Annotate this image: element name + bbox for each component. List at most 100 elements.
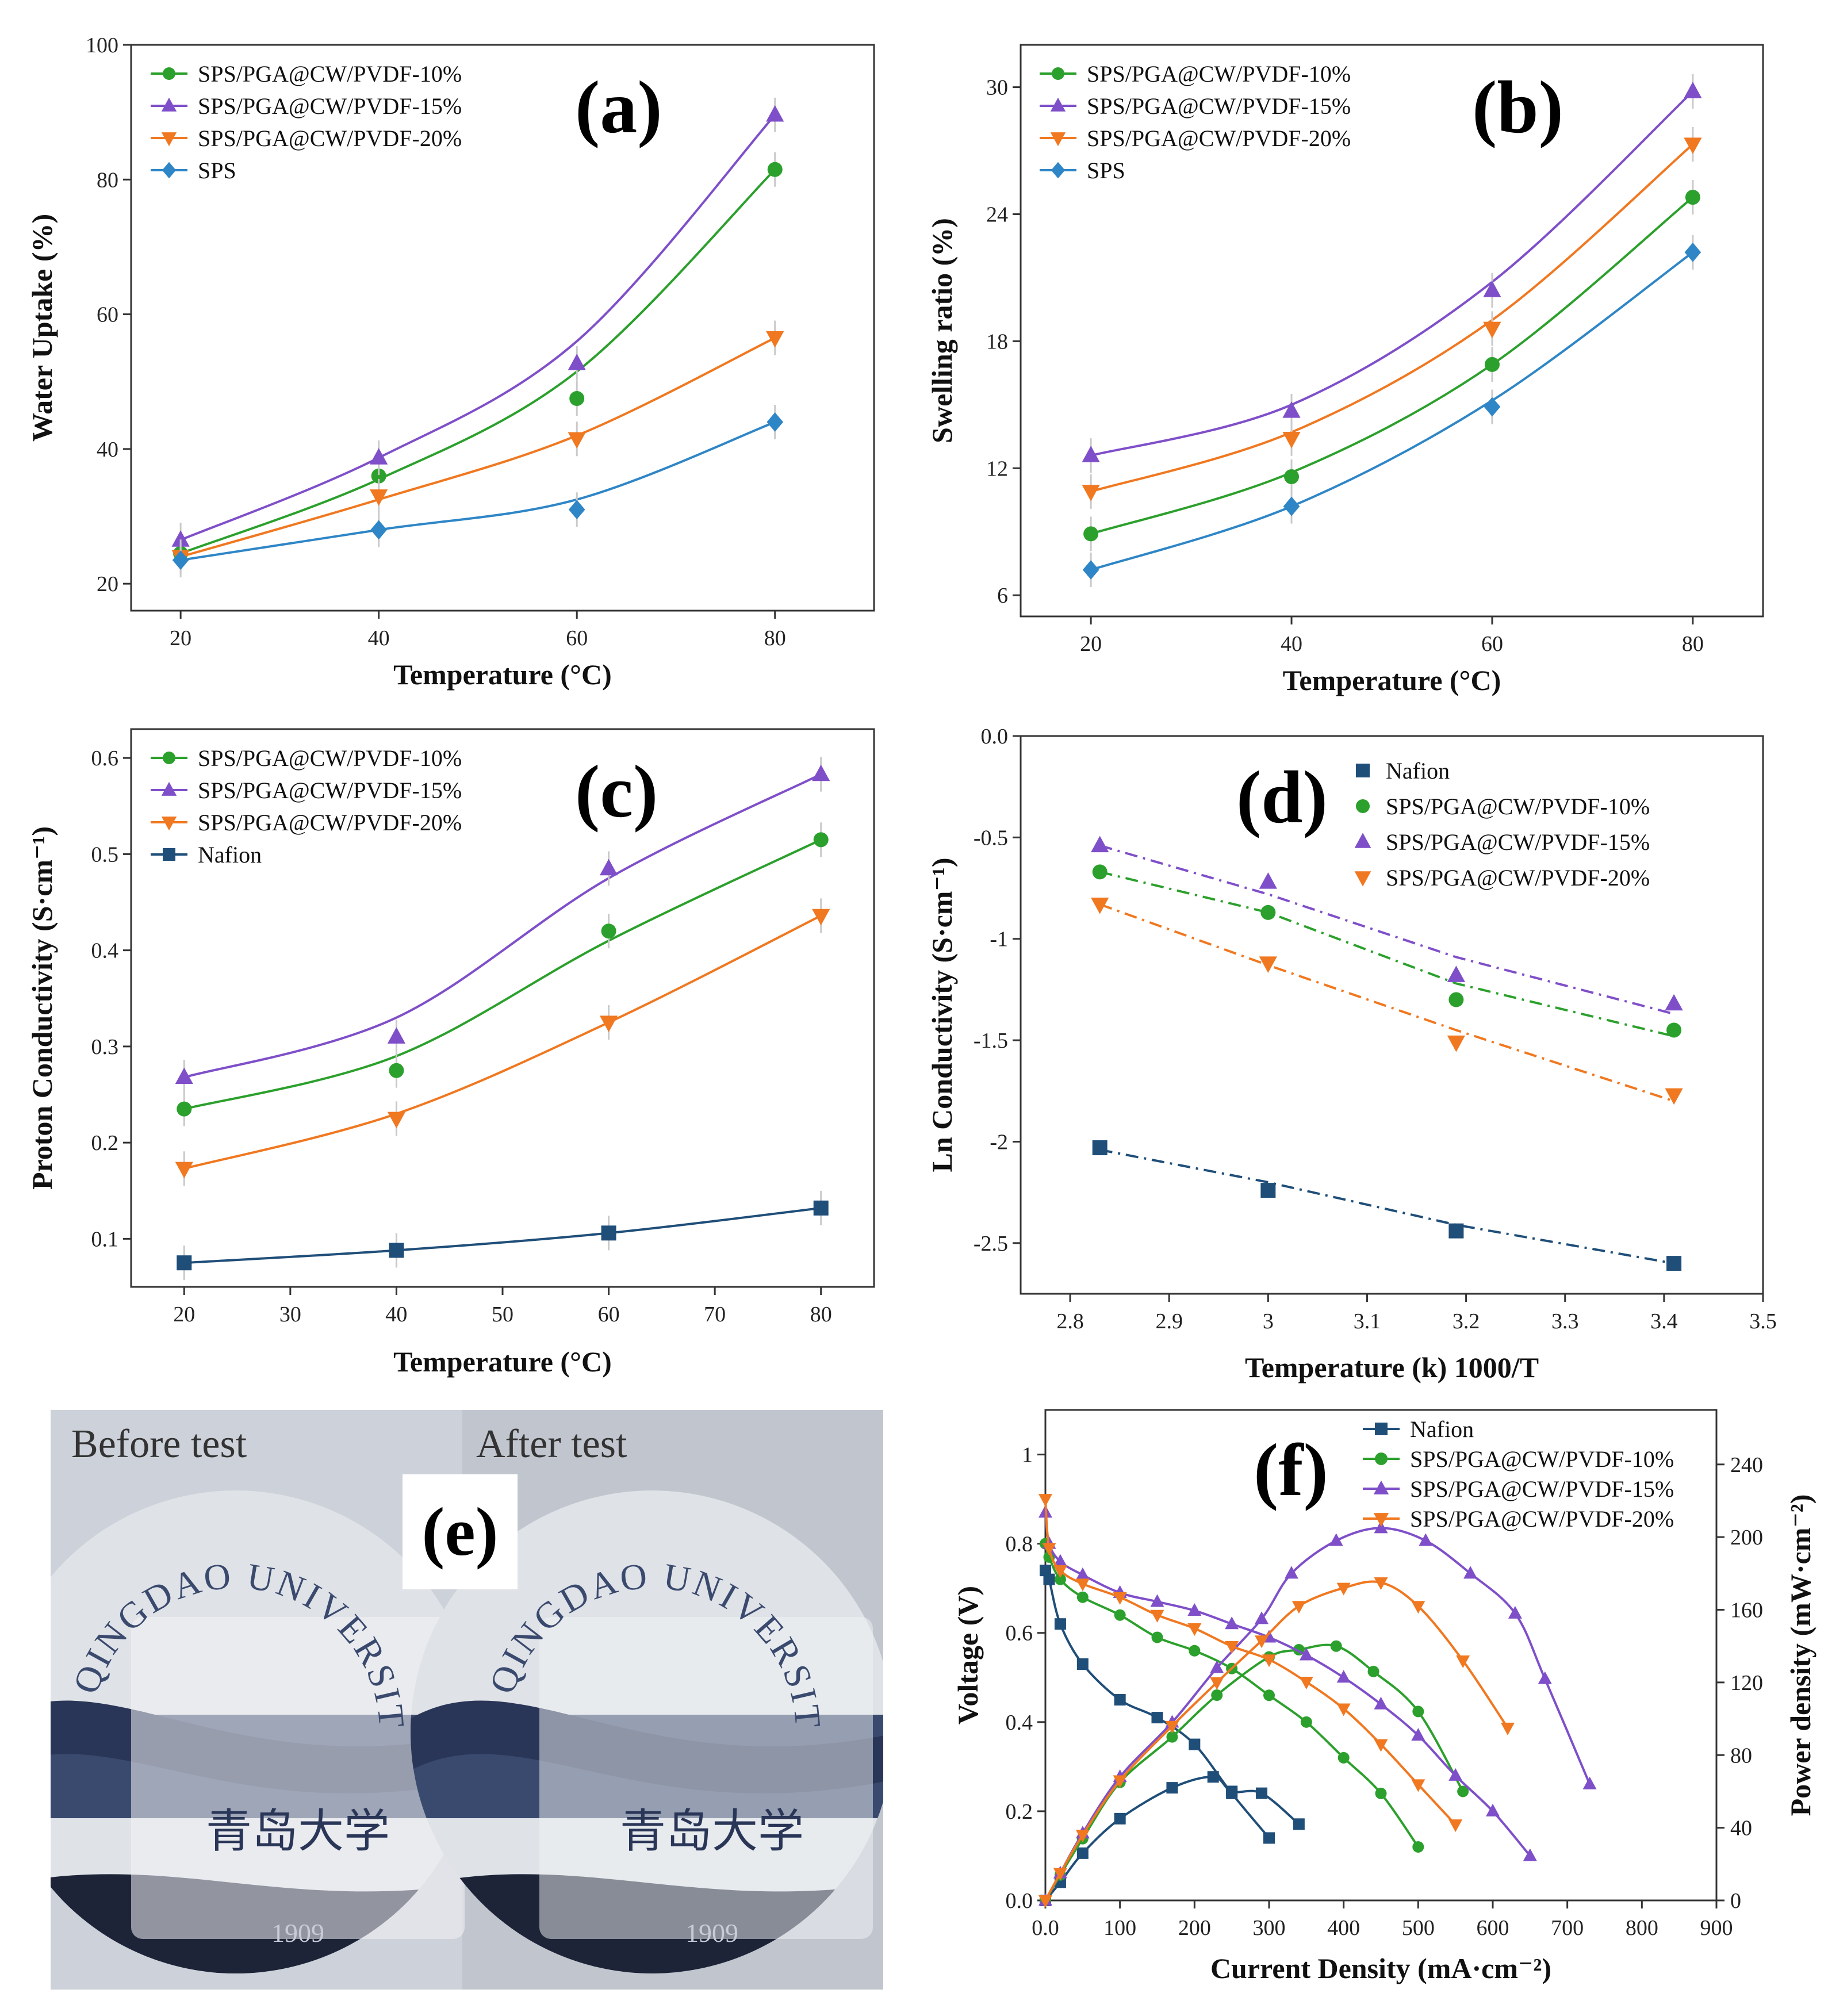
y2-tick-label: 160 [1730,1599,1763,1623]
data-point [1091,835,1109,853]
x-tick-label: 100 [1103,1916,1136,1940]
data-point [1092,1140,1107,1156]
data-point [599,858,618,876]
y-tick-label: 0.0 [1006,1889,1033,1913]
legend-label: SPS/PGA@CW/PVDF-15% [198,777,462,803]
data-point [1665,994,1683,1011]
data-point [1684,82,1702,98]
x-tick-label: 300 [1253,1916,1286,1940]
data-point [370,489,388,506]
legend: Nafion SPS/PGA@CW/PVDF-10% SPS/PGA@CW/PVDF… [1363,1416,1674,1532]
series-4 [1038,1494,1515,1908]
legend-label: SPS/PGA@CW/PVDF-20% [1386,865,1650,891]
power-point [1075,1830,1090,1843]
chart-panel-2: 20 40 60 80 6 12 18 24 30 Temperature (°C) Swellin… [926,44,1764,696]
data-point [371,468,386,484]
fit-line [1099,844,1674,1015]
membrane-after [539,1617,873,1939]
voltage-point [1336,1670,1351,1683]
data-point [1447,1035,1465,1052]
data-point [389,1063,404,1078]
chart-panel-5: 0.0 100 200 300 400 500 600 700 800 9000.00.20.40… [952,1409,1816,1984]
fit-line [1099,1148,1674,1265]
data-point [569,391,585,406]
x-tick-label: 70 [704,1302,726,1327]
power-point [1292,1601,1306,1614]
legend-item: SPS/PGA@CW/PVDF-20% [1040,125,1351,151]
power-point [1210,1677,1224,1690]
power-point [1165,1720,1179,1734]
series-2 [171,97,784,557]
series-3 [171,320,784,574]
legend-label: SPS/PGA@CW/PVDF-10% [1087,61,1351,87]
data-point [389,1243,404,1258]
x-tick-label: 60 [598,1302,620,1327]
power-point [1226,1785,1238,1797]
y2-axis-label: Power density (mW·cm⁻²) [1784,1494,1816,1816]
voltage-point [1054,1573,1066,1585]
panel-label: (d) [1236,756,1328,839]
data-point [1282,432,1301,449]
fit-line [1099,871,1674,1037]
y-tick-label: 80 [97,168,118,192]
legend-label: Nafion [1410,1416,1474,1442]
y-tick-label: 12 [986,457,1008,481]
power-curve [1044,1527,1591,1901]
x-axis-label: Temperature (k) 1000/T [1245,1351,1539,1383]
fit-curve [1090,251,1694,571]
data-point [1284,469,1300,485]
power-point [1419,1533,1433,1546]
y-tick-label: 0.2 [1006,1800,1033,1824]
data-point [1259,872,1277,889]
legend-label: SPS [198,158,236,183]
legend-item: SPS/PGA@CW/PVDF-10% [1356,794,1650,819]
fit-curve [1090,196,1694,535]
y2-tick-label: 200 [1730,1526,1763,1550]
plot-frame [1020,44,1764,618]
power-point [1076,1847,1089,1859]
series-2 [1082,74,1702,473]
panel-e-photo: QINGDAO UNIVERSITY 青岛大学 1909 QINGDAO UNI… [51,1410,883,1990]
series-1 [1083,180,1700,551]
legend-item: SPS/PGA@CW/PVDF-20% [151,810,462,835]
voltage-point [1114,1609,1126,1621]
data-point [1684,137,1702,154]
y-tick-label: 0.3 [91,1035,119,1059]
y-axis-label: Swelling ratio (%) [926,218,958,443]
legend-label: SPS/PGA@CW/PVDF-10% [198,61,462,87]
legend-item: SPS/PGA@CW/PVDF-10% [151,61,462,87]
legend: Nafion SPS/PGA@CW/PVDF-10% SPS/PGA@CW/PVDF… [1354,758,1650,891]
data-point [767,162,783,177]
data-point [1082,560,1099,580]
chart-panel-4: 2.8 2.9 3 3.1 3.2 3.3 3.4 3.5 0.0 -0.5 -1 -1.5 -2 -2.… [926,725,1777,1383]
series-1 [177,822,829,1126]
seal-year-after: 1909 [685,1918,738,1948]
legend-marker [1356,764,1370,777]
data-point [370,448,388,465]
y-tick-label: 0.2 [91,1131,119,1155]
data-point [1082,446,1100,462]
x-tick-label: 20 [1080,632,1102,656]
legend-item: SPS/PGA@CW/PVDF-10% [1040,61,1351,87]
x-tick-label: 900 [1700,1916,1733,1940]
legend-item: SPS [1040,158,1125,183]
power-point [1374,1520,1388,1534]
x-axis-label: Current Density (mA·cm⁻²) [1210,1952,1551,1984]
power-point [1330,1640,1342,1652]
legend-marker [161,817,177,831]
voltage-point [1075,1567,1090,1580]
fit-curve [183,914,822,1170]
x-tick-label: 40 [1281,632,1302,656]
chart-panel-1: 20 40 60 80 20 40 60 80 100 Temperature (°C) Water… [26,33,875,691]
caption-after-test: After test [476,1422,627,1466]
y-tick-label: 20 [97,572,118,596]
x-axis-label: Temperature (°C) [1283,664,1501,696]
series-2 [175,757,830,1095]
voltage-point [1040,1565,1051,1577]
legend-label: SPS/PGA@CW/PVDF-10% [1386,794,1650,819]
voltage-point [1114,1694,1126,1706]
data-point [1483,321,1501,339]
legend-item: SPS/PGA@CW/PVDF-20% [151,125,462,151]
data-point [766,105,784,122]
fit-line [1099,903,1674,1102]
